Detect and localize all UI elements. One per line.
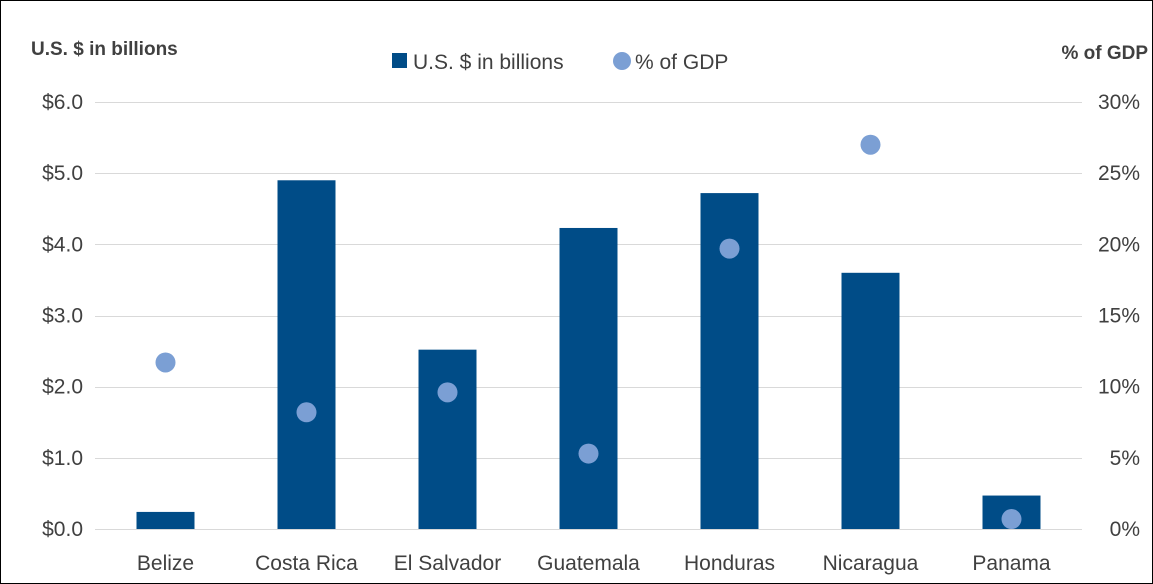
left-axis-ticks: $0.0 $1.0 $2.0 $3.0 $4.0 $5.0 $6.0 (42, 91, 83, 541)
point-panama (1001, 509, 1022, 530)
right-tick-label: 30% (1098, 91, 1140, 114)
left-tick-label: $3.0 (42, 305, 83, 328)
legend-dot-label: % of GDP (635, 51, 728, 74)
category-label: Nicaragua (823, 552, 919, 575)
legend-bar-swatch (392, 53, 407, 68)
category-label: Belize (137, 552, 194, 575)
bar-nicaragua (841, 272, 900, 529)
category-label: Costa Rica (255, 552, 358, 575)
legend-dot-swatch (613, 52, 631, 70)
left-tick-label: $6.0 (42, 91, 83, 114)
point-nicaragua (860, 134, 881, 155)
point-belize (155, 352, 176, 373)
legend: U.S. $ in billions % of GDP (392, 51, 728, 74)
right-tick-label: 5% (1110, 447, 1140, 470)
point-el-salvador (437, 382, 458, 403)
category-labels: Belize Costa Rica El Salvador Guatemala Hond… (137, 552, 1051, 575)
right-tick-label: 0% (1110, 518, 1140, 541)
legend-bar-label: U.S. $ in billions (413, 51, 564, 74)
bar-costa-rica (277, 180, 336, 530)
bars-layer (136, 180, 1041, 530)
left-tick-label: $5.0 (42, 162, 83, 185)
category-label: Panama (972, 552, 1051, 575)
right-axis-ticks: 0% 5% 10% 15% 20% 25% 30% (1098, 91, 1140, 541)
bar-belize (136, 511, 195, 529)
point-costa-rica (296, 402, 317, 423)
right-tick-label: 20% (1098, 233, 1140, 256)
left-tick-label: $1.0 (42, 447, 83, 470)
left-tick-label: $2.0 (42, 376, 83, 399)
right-tick-label: 15% (1098, 305, 1140, 328)
category-label: Guatemala (537, 552, 640, 575)
right-axis-title: % of GDP (1061, 43, 1148, 64)
point-honduras (719, 238, 740, 259)
category-label: El Salvador (394, 552, 501, 575)
points-layer (155, 134, 1022, 530)
bar-guatemala (559, 227, 618, 529)
category-label: Honduras (684, 552, 775, 575)
right-tick-label: 25% (1098, 162, 1140, 185)
left-tick-label: $4.0 (42, 233, 83, 256)
bar-el-salvador (418, 349, 477, 529)
left-axis-title: U.S. $ in billions (31, 39, 178, 60)
point-guatemala (578, 443, 599, 464)
left-tick-label: $0.0 (42, 518, 83, 541)
right-tick-label: 10% (1098, 376, 1140, 399)
